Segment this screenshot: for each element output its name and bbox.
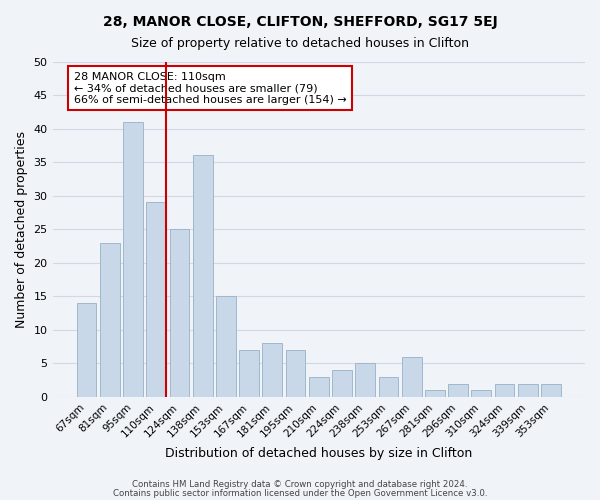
Bar <box>541 384 561 397</box>
Bar <box>402 356 422 397</box>
Bar <box>379 377 398 397</box>
Bar <box>100 242 119 397</box>
Text: Size of property relative to detached houses in Clifton: Size of property relative to detached ho… <box>131 38 469 51</box>
Bar <box>309 377 329 397</box>
Bar <box>262 344 282 397</box>
Bar <box>494 384 514 397</box>
Bar <box>239 350 259 397</box>
Y-axis label: Number of detached properties: Number of detached properties <box>15 130 28 328</box>
Text: 28 MANOR CLOSE: 110sqm
← 34% of detached houses are smaller (79)
66% of semi-det: 28 MANOR CLOSE: 110sqm ← 34% of detached… <box>74 72 347 105</box>
Bar <box>425 390 445 397</box>
Text: Contains public sector information licensed under the Open Government Licence v3: Contains public sector information licen… <box>113 488 487 498</box>
Bar <box>170 229 190 397</box>
Bar <box>448 384 468 397</box>
X-axis label: Distribution of detached houses by size in Clifton: Distribution of detached houses by size … <box>165 447 472 460</box>
Bar <box>77 303 97 397</box>
Bar <box>193 156 212 397</box>
Bar <box>286 350 305 397</box>
Bar <box>216 296 236 397</box>
Text: Contains HM Land Registry data © Crown copyright and database right 2024.: Contains HM Land Registry data © Crown c… <box>132 480 468 489</box>
Text: 28, MANOR CLOSE, CLIFTON, SHEFFORD, SG17 5EJ: 28, MANOR CLOSE, CLIFTON, SHEFFORD, SG17… <box>103 15 497 29</box>
Bar <box>332 370 352 397</box>
Bar <box>472 390 491 397</box>
Bar <box>518 384 538 397</box>
Bar <box>146 202 166 397</box>
Bar <box>123 122 143 397</box>
Bar <box>355 364 375 397</box>
